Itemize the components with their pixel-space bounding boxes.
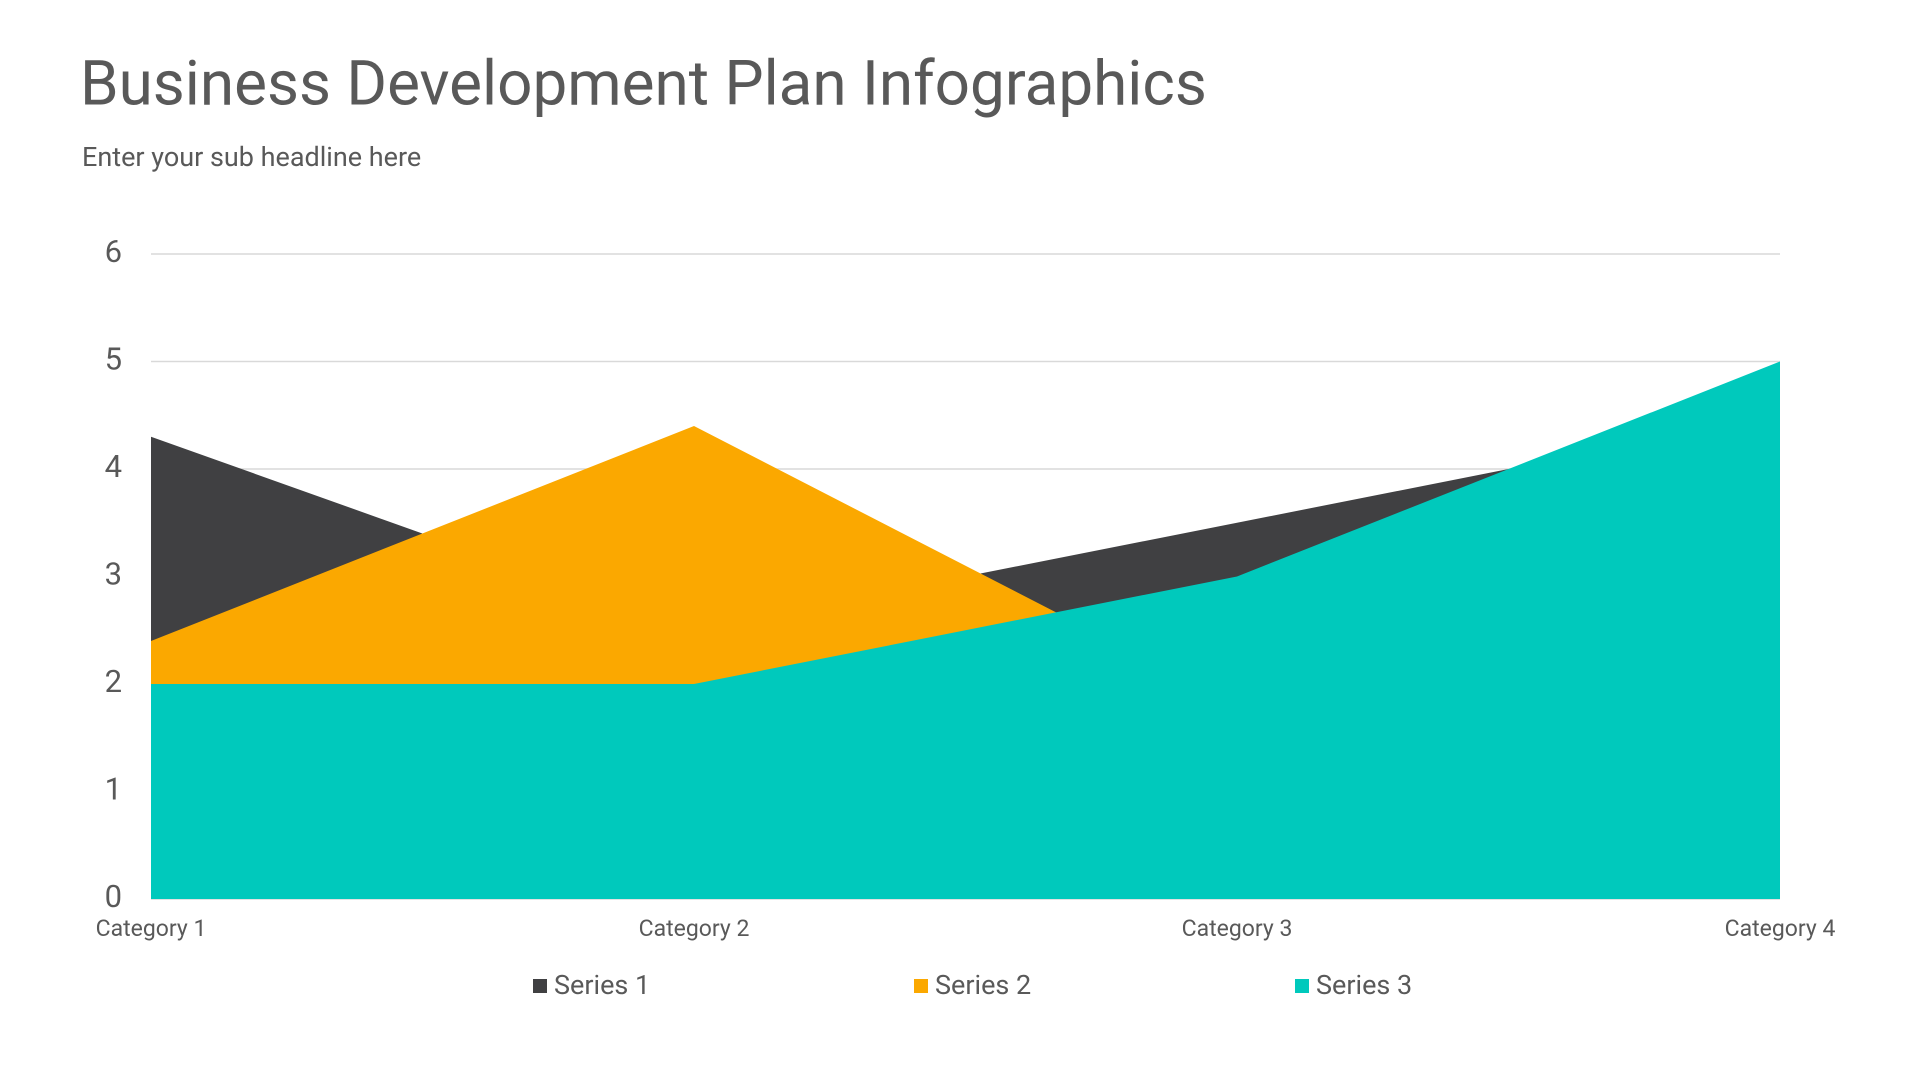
x-tick-label: Category 4 [1725, 915, 1836, 942]
x-tick-label: Category 3 [1182, 915, 1293, 942]
legend-swatch [533, 979, 547, 993]
axes: 0 1 2 3 4 5 6 Category 1 Category 2 Category 3 Cat… [96, 233, 1836, 942]
y-tick-label: 4 [105, 448, 122, 485]
y-tick-label: 3 [105, 556, 122, 593]
x-tick-label: Category 2 [639, 915, 750, 942]
x-tick-label: Category 1 [96, 915, 207, 942]
y-tick-label: 5 [105, 341, 122, 378]
y-tick-label: 6 [105, 233, 122, 270]
legend-label: Series 1 [554, 969, 650, 1001]
legend-label: Series 2 [935, 969, 1031, 1001]
y-tick-label: 0 [105, 878, 122, 915]
y-tick-label: 2 [105, 663, 122, 700]
y-tick-label: 1 [105, 771, 122, 808]
subtitle: Enter your sub headline here [82, 141, 421, 173]
plot [151, 361, 1780, 899]
legend: Series 1 Series 2 Series 3 [533, 969, 1412, 1001]
title: Business Development Plan Infographics [80, 47, 1207, 120]
legend-label: Series 3 [1316, 969, 1412, 1001]
area [151, 361, 1780, 899]
legend-swatch [1295, 979, 1309, 993]
legend-swatch [914, 979, 928, 993]
